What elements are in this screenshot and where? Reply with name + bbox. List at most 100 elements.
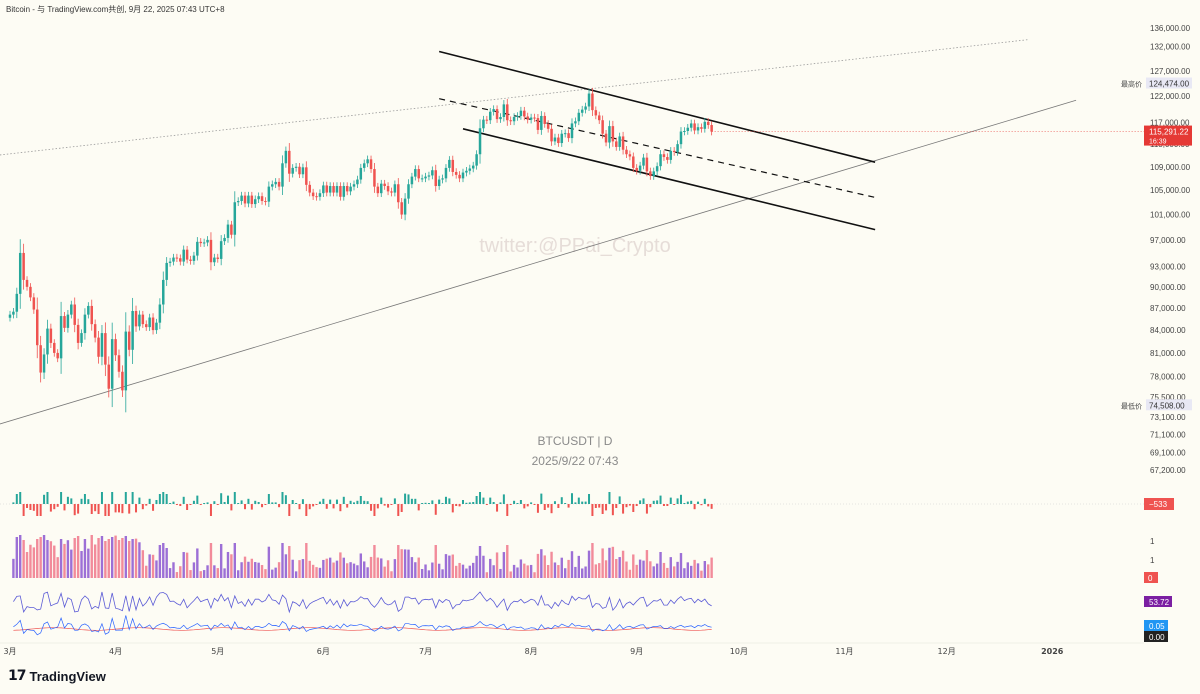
volume-bar — [22, 540, 25, 578]
candle — [543, 112, 546, 128]
price-tick: 71,100.00 — [1150, 431, 1186, 440]
volume-bar — [540, 549, 543, 578]
volume-bar — [117, 540, 121, 578]
volume-bar — [49, 541, 53, 578]
osc-bar — [564, 503, 567, 504]
osc-bar — [458, 504, 461, 507]
osc-bar — [100, 492, 103, 504]
tradingview-brand[interactable]: 17 TradingView — [8, 668, 106, 684]
osc-bar — [226, 495, 229, 504]
candle — [427, 171, 431, 181]
candle — [148, 313, 151, 331]
osc-bar — [543, 504, 546, 510]
candle — [56, 349, 59, 363]
osc-bar — [179, 504, 182, 506]
price-tick: 101,000.00 — [1150, 211, 1191, 220]
candle — [638, 161, 642, 175]
candle-body — [250, 195, 254, 205]
volume-bar — [608, 547, 611, 578]
osc-bar — [19, 492, 22, 504]
candle-body — [199, 241, 202, 244]
volume-bar — [594, 564, 598, 578]
candle — [233, 191, 237, 247]
osc-bar — [383, 504, 386, 506]
candle — [512, 113, 516, 126]
candle — [73, 297, 76, 333]
osc-bar — [540, 493, 543, 504]
osc-bar — [496, 504, 499, 512]
candle — [523, 106, 526, 121]
volume-bar — [25, 552, 29, 578]
volume-bar — [325, 558, 328, 578]
volume-bar — [260, 565, 264, 578]
volume-bar — [87, 548, 90, 578]
volume-bar — [696, 563, 700, 578]
candle-body — [257, 196, 260, 200]
candle — [482, 115, 485, 133]
candle — [621, 131, 625, 155]
osc-bar — [618, 496, 621, 504]
volume-bar — [482, 555, 485, 578]
high-label: 最高价 — [1121, 80, 1142, 89]
osc-bar — [94, 504, 97, 512]
candle-body — [213, 257, 216, 263]
candle-body — [420, 178, 424, 180]
osc-bar — [424, 502, 427, 504]
volume-bar — [407, 549, 410, 578]
candle-body — [284, 150, 288, 164]
osc-bar — [472, 502, 475, 504]
channel-upper — [438, 50, 876, 163]
volume-bar — [642, 560, 645, 578]
candle — [414, 165, 417, 181]
candle-body — [185, 249, 189, 260]
volume-bar — [134, 538, 138, 578]
osc-bar — [608, 492, 611, 504]
candle — [458, 171, 461, 183]
osc-bar — [645, 504, 648, 514]
osc-bar — [656, 500, 659, 504]
volume-bar — [97, 538, 100, 578]
candle-body — [172, 257, 175, 262]
volume-bar — [189, 570, 192, 578]
candle-body — [424, 176, 427, 179]
low-label: 最低价 — [1121, 401, 1142, 410]
candle-body — [475, 154, 478, 166]
osc-bar — [70, 498, 73, 504]
volume-bar — [53, 545, 56, 578]
candle-body — [148, 317, 151, 328]
candle — [611, 120, 615, 147]
candle-body — [298, 166, 301, 175]
volume-bar — [185, 552, 189, 578]
osc-bar — [49, 504, 52, 512]
candle — [202, 238, 206, 247]
candle-body — [700, 127, 703, 129]
volume-bar — [618, 557, 621, 578]
candle-body — [516, 115, 519, 118]
candle — [591, 87, 594, 117]
candle-body — [383, 183, 386, 187]
candle — [253, 195, 257, 208]
volume-bar — [427, 570, 431, 578]
osc-bar — [710, 504, 713, 509]
volume-bar — [499, 568, 502, 578]
candle — [189, 255, 192, 265]
candle-body — [417, 169, 420, 179]
candle-body — [134, 310, 138, 327]
candle-body — [29, 286, 32, 298]
macd-pane: 0.05 0.00 — [13, 615, 1168, 642]
candle-body — [478, 128, 482, 155]
osc-bar — [455, 504, 458, 506]
osc-bar — [441, 503, 444, 504]
volume-bar — [277, 562, 281, 578]
candle-body — [468, 168, 472, 171]
candle — [475, 150, 478, 170]
candle-body — [46, 328, 49, 355]
candle — [110, 322, 114, 408]
candle-body — [131, 310, 134, 350]
osc-bar — [523, 504, 526, 509]
price-tick: 93,000.00 — [1150, 262, 1186, 271]
low-value: 74,508.00 — [1149, 401, 1185, 410]
candle-body — [444, 167, 448, 179]
osc-bar — [203, 503, 206, 504]
